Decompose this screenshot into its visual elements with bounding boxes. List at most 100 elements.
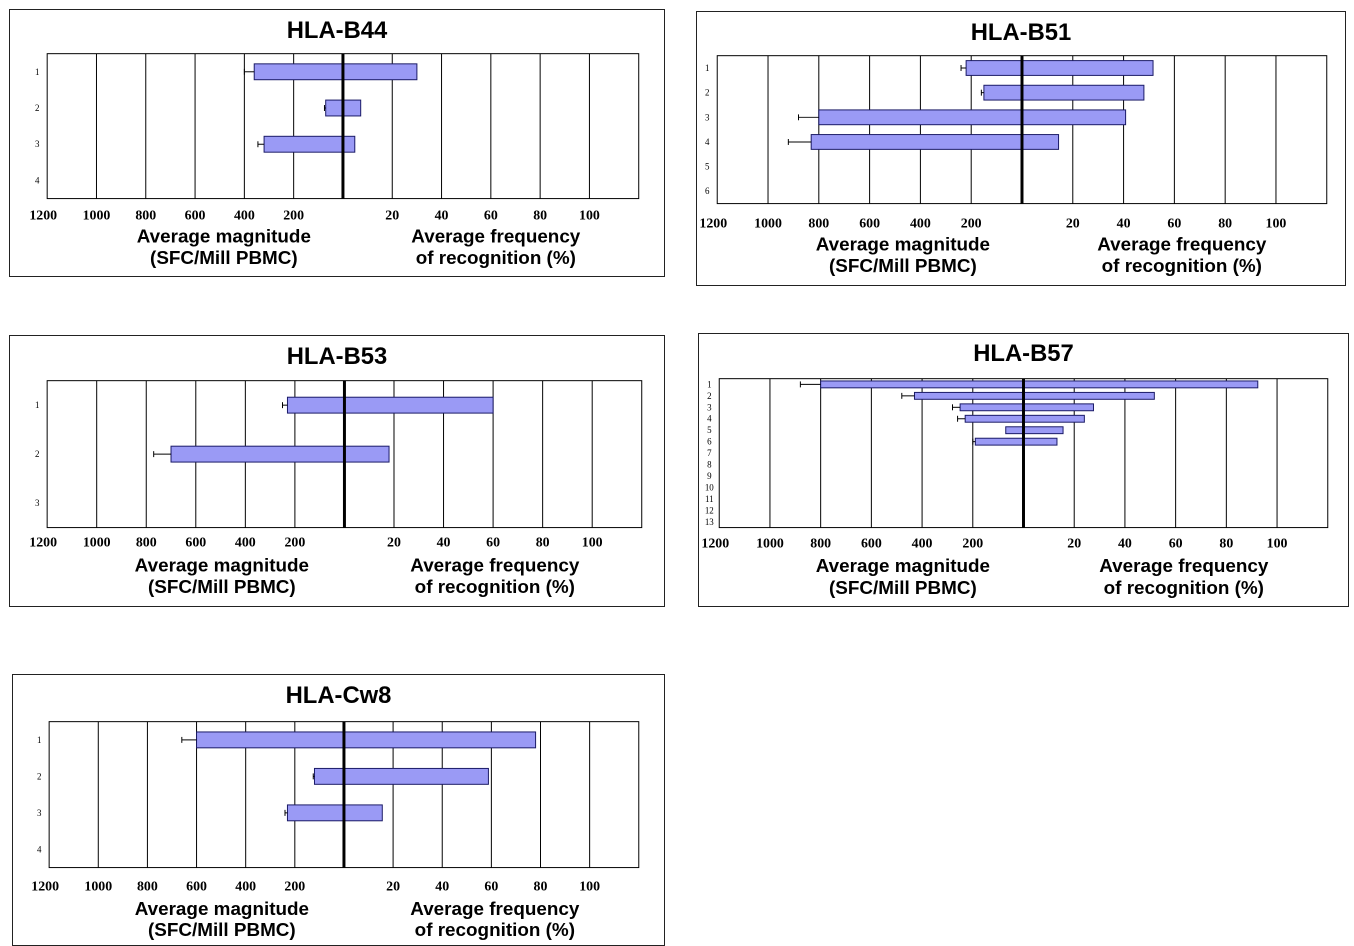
chart-svg: HLA-B51 1 2 3 4 5 6 1200 1000 800 600 400 200 20 40 60 8… — [699, 19, 1328, 276]
category-label: 8 — [707, 460, 712, 470]
left-tick-label: 400 — [235, 879, 256, 894]
left-tick-label: 1000 — [83, 535, 111, 550]
left-axis-label: (SFC/Mill PBMC) — [148, 919, 296, 940]
right-tick-label: 60 — [486, 535, 500, 550]
right-tick-label: 100 — [579, 208, 600, 223]
category-label: 3 — [37, 808, 42, 818]
right-tick-label: 40 — [1118, 536, 1132, 551]
left-axis-label: Average magnitude — [816, 555, 990, 576]
left-tick-label: 600 — [186, 879, 207, 894]
bar-category-2 — [170, 445, 390, 463]
right-tick-label: 80 — [1219, 536, 1233, 551]
left-axis-label: Average magnitude — [135, 554, 309, 575]
category-label: 3 — [35, 498, 40, 508]
right-tick-label: 20 — [1067, 536, 1081, 551]
category-label: 6 — [705, 186, 710, 196]
right-tick-label: 100 — [582, 535, 603, 550]
right-axis-label: Average frequency — [411, 225, 580, 246]
chart-panel-hla-b51: HLA-B51 1 2 3 4 5 6 1200 1000 800 600 400 200 20 40 60 8… — [696, 11, 1346, 286]
category-label: 5 — [707, 425, 712, 435]
left-tick-label: 600 — [859, 216, 880, 231]
bar-category-5 — [1005, 426, 1064, 435]
right-tick-label: 60 — [1169, 536, 1183, 551]
category-label: 10 — [705, 482, 714, 492]
bar-category-2 — [913, 391, 1155, 400]
left-tick-label: 1000 — [83, 208, 111, 223]
right-axis-label: of recognition (%) — [1102, 255, 1262, 276]
bar-category-1 — [820, 380, 1259, 389]
left-tick-label: 800 — [136, 535, 157, 550]
left-tick-label: 1200 — [31, 879, 59, 894]
bar-category-2 — [983, 84, 1145, 101]
left-tick-label: 200 — [284, 879, 305, 894]
category-label: 1 — [35, 67, 39, 77]
category-label: 1 — [705, 63, 709, 73]
left-tick-label: 400 — [910, 216, 931, 231]
bar-category-3 — [286, 804, 383, 822]
chart-title: HLA-B51 — [971, 19, 1072, 46]
right-axis-label: of recognition (%) — [415, 919, 575, 940]
left-axis-label: (SFC/Mill PBMC) — [150, 247, 298, 268]
category-label: 6 — [707, 437, 712, 447]
right-tick-label: 20 — [386, 879, 400, 894]
category-label: 4 — [35, 175, 40, 185]
category-label: 11 — [705, 494, 714, 504]
left-tick-label: 1200 — [699, 216, 727, 231]
bar-category-3 — [263, 135, 356, 153]
right-tick-label: 80 — [1218, 216, 1232, 231]
left-tick-label: 1200 — [29, 208, 57, 223]
left-axis-label: (SFC/Mill PBMC) — [829, 577, 977, 598]
bar-category-2 — [313, 767, 489, 785]
left-tick-label: 1000 — [756, 536, 784, 551]
right-tick-label: 40 — [1117, 216, 1131, 231]
left-tick-label: 200 — [961, 216, 982, 231]
right-tick-label: 100 — [1266, 216, 1287, 231]
category-label: 1 — [37, 735, 41, 745]
left-tick-label: 400 — [235, 535, 256, 550]
bar-category-1 — [196, 731, 537, 749]
left-tick-label: 1000 — [84, 879, 112, 894]
left-tick-label: 1000 — [754, 216, 782, 231]
left-tick-label: 800 — [137, 879, 158, 894]
category-label: 3 — [707, 402, 712, 412]
right-axis-label: of recognition (%) — [415, 576, 575, 597]
category-label: 2 — [35, 449, 39, 459]
right-tick-label: 60 — [1167, 216, 1181, 231]
right-tick-label: 80 — [533, 208, 547, 223]
left-tick-label: 200 — [284, 535, 305, 550]
right-tick-label: 40 — [435, 208, 449, 223]
left-axis-label: (SFC/Mill PBMC) — [148, 576, 296, 597]
bar-category-6 — [974, 437, 1058, 446]
right-tick-label: 100 — [1267, 536, 1288, 551]
chart-title: HLA-B57 — [973, 340, 1074, 367]
left-axis-label: (SFC/Mill PBMC) — [829, 255, 977, 276]
category-label: 1 — [707, 379, 711, 389]
left-tick-label: 600 — [861, 536, 882, 551]
right-tick-label: 40 — [435, 879, 449, 894]
left-axis-label: Average magnitude — [816, 233, 990, 254]
category-label: 3 — [35, 139, 40, 149]
category-label: 7 — [707, 448, 712, 458]
right-tick-label: 60 — [484, 879, 498, 894]
category-label: 5 — [705, 162, 710, 172]
category-label: 2 — [707, 391, 711, 401]
right-tick-label: 60 — [484, 208, 498, 223]
left-axis-label: Average magnitude — [135, 898, 309, 919]
category-label: 4 — [705, 137, 710, 147]
chart-svg: HLA-B53 1 2 3 1200 1000 800 600 400 200 20 40 60 80 10… — [29, 343, 643, 597]
category-label: 2 — [37, 771, 41, 781]
left-tick-label: 1200 — [701, 536, 729, 551]
chart-panel-hla-b57: HLA-B57 1 2 3 4 5 6 7 8 9 10 11 12 13 1200 1000 800 600 40… — [698, 333, 1349, 607]
left-tick-label: 200 — [283, 208, 304, 223]
left-tick-label: 400 — [234, 208, 255, 223]
chart-svg: HLA-Cw8 1 2 3 4 1200 1000 800 600 400 200 20 40 60 80 1… — [31, 682, 640, 940]
chart-panel-hla-b53: HLA-B53 1 2 3 1200 1000 800 600 400 200 20 40 60 80 10… — [9, 335, 665, 607]
right-tick-label: 20 — [385, 208, 399, 223]
category-label: 3 — [705, 112, 710, 122]
left-tick-label: 200 — [962, 536, 983, 551]
bar-category-3 — [818, 109, 1127, 126]
right-axis-label: Average frequency — [1097, 233, 1267, 254]
category-label: 13 — [705, 517, 714, 527]
left-tick-label: 600 — [185, 208, 206, 223]
